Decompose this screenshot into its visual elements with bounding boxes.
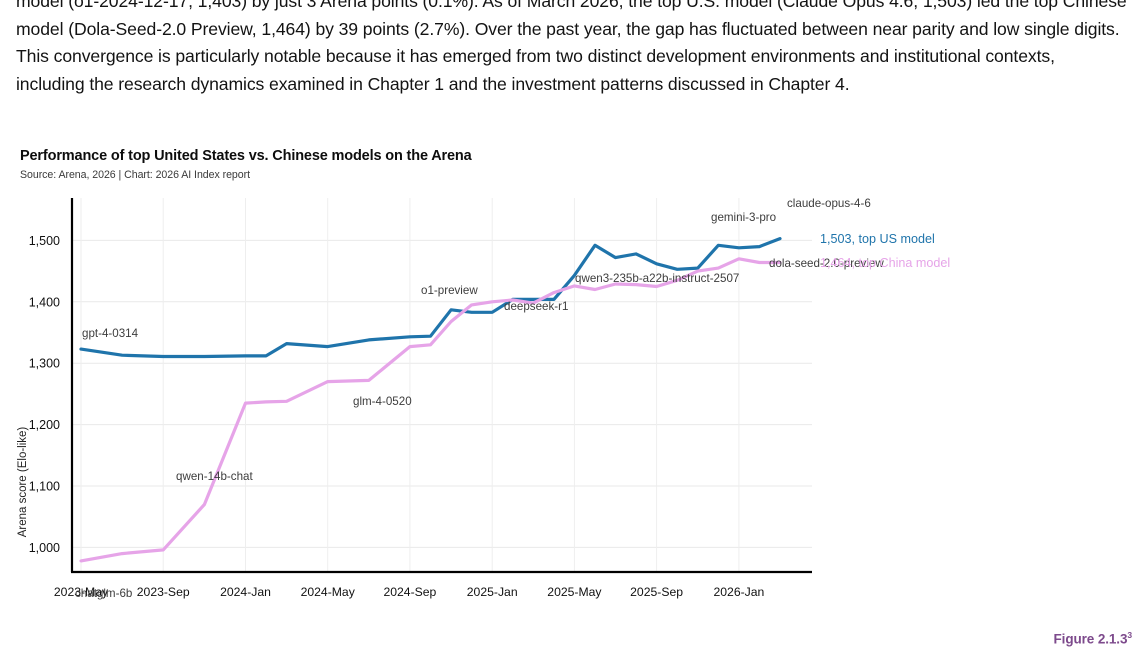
series-point-annotation: deepseek-r1 [504, 300, 568, 313]
x-axis-tick-label: 2025-May [547, 585, 602, 599]
series-end-label-china: 1,464, top China model [820, 256, 950, 270]
figure-caption-superscript: 3 [1127, 629, 1132, 640]
y-axis-tick-label: 1,100 [29, 480, 60, 494]
body-paragraph: model (o1-2024-12-17, 1,403) by just 3 A… [16, 0, 1128, 98]
x-axis-tick-label: 2025-Sep [630, 585, 683, 599]
figure-block: Performance of top United States vs. Chi… [0, 138, 1140, 650]
series-point-annotation: qwen-14b-chat [176, 470, 253, 483]
series-point-annotation: glm-4-0520 [353, 395, 412, 408]
series-point-annotation: chatglm-6b [75, 587, 132, 600]
line-chart-svg: 1,000 1,100 1,200 1,300 1,400 1,500 2023-May 20… [29, 197, 951, 600]
chart-title: Performance of top United States vs. Chi… [20, 148, 472, 164]
y-axis-tick-label: 1,300 [29, 357, 60, 371]
x-axis-tick-label: 2026-Jan [713, 585, 764, 599]
series-point-annotation: gpt-4-0314 [82, 327, 139, 340]
y-axis-tick-label: 1,500 [29, 234, 60, 248]
y-axis-tick-label: 1,000 [29, 541, 60, 555]
series-point-annotation: claude-opus-4-6 [787, 197, 871, 210]
y-axis-tick-label: 1,200 [29, 418, 60, 432]
series-point-annotation: gemini-3-pro [711, 211, 776, 224]
x-axis-tick-label: 2025-Jan [467, 585, 518, 599]
x-axis-tick-label: 2024-May [301, 585, 356, 599]
series-end-label-us: 1,503, top US model [820, 232, 935, 246]
chart-subtitle: Source: Arena, 2026 | Chart: 2026 AI Ind… [20, 169, 250, 181]
series-point-annotation: qwen3-235b-a22b-instruct-2507 [575, 272, 739, 285]
chart-plot-area: 1,000 1,100 1,200 1,300 1,400 1,500 2023-May 20… [0, 138, 1140, 650]
y-axis-title: Arena score (Elo-like) [17, 426, 29, 538]
series-point-annotation: dola-seed-2.0-preview [769, 257, 884, 270]
figure-caption: Figure 2.1.33 [1053, 629, 1133, 647]
paragraph-text: model (o1-2024-12-17, 1,403) by just 3 A… [16, 0, 1127, 94]
series-point-annotation: o1-preview [421, 284, 478, 297]
figure-caption-text: Figure 2.1.3 [1053, 631, 1128, 646]
x-axis-tick-label: 2024-Jan [220, 585, 271, 599]
x-axis-tick-label: 2023-May [54, 585, 109, 599]
x-axis-tick-label: 2024-Sep [383, 585, 436, 599]
x-axis-tick-label: 2023-Sep [137, 585, 190, 599]
y-axis-tick-label: 1,400 [29, 295, 60, 309]
